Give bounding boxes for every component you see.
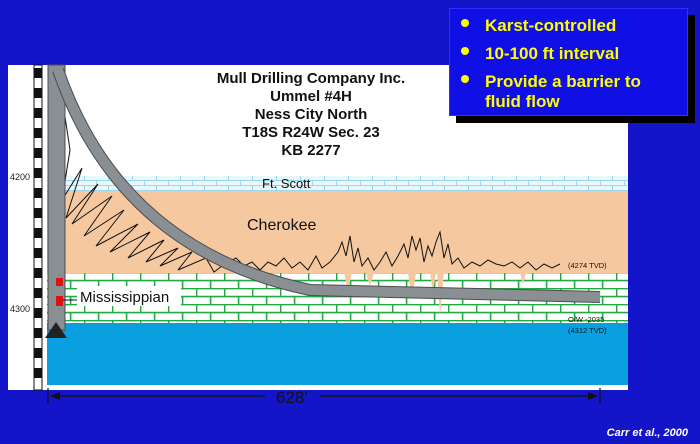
kelly-bushing: KB 2277 [281,142,341,159]
mississippian-label-bg [77,286,181,306]
tvd-4312-label: (4312 TVD) [568,326,607,335]
lateral-length-label: 628’ [276,388,308,407]
wellbore-toe [45,322,67,338]
key-points-box: Karst-controlled 10-100 ft interval Prov… [449,8,688,116]
ft-scott-label: Ft. Scott [262,176,311,191]
perforation-marker [56,296,63,306]
bullet-text: Provide a barrier to [485,72,641,91]
operator-name: Mull Drilling Company Inc. [216,70,406,87]
citation: Carr et al., 2000 [606,427,688,439]
lateral-length-dimension [47,388,601,404]
gamma-ray-log-curve [61,67,561,273]
perforation-marker [56,278,63,286]
well-name: Ummel #4H [270,88,352,105]
tvd-4274-label: (4274 TVD) [568,261,607,270]
depth-label-4300: 4300 [10,304,30,314]
depth-label-4200: 4200 [10,172,30,182]
cherokee-label: Cherokee [247,217,316,234]
vertical-wellbore [47,64,66,331]
bullet-dot-icon [461,47,469,55]
mississippian-label: Mississippian [80,289,169,306]
bullet-text: fluid flow [485,92,560,111]
ft-scott-layer [47,176,628,191]
well-location: T18S R24W Sec. 23 [242,124,380,141]
bullet-dot-icon [461,75,469,83]
depth-ruler [33,64,43,391]
bullet-text: Karst-controlled [485,16,617,35]
water-zone [47,323,628,385]
oil-water-contact-label: O/W -2035 [568,315,604,324]
field-name: Ness City North [254,106,368,123]
bullet-text: 10-100 ft interval [485,44,620,63]
bullet-dot-icon [461,19,469,27]
well-title-block: Mull Drilling Company Inc. Ummel #4H Nes… [200,70,422,160]
